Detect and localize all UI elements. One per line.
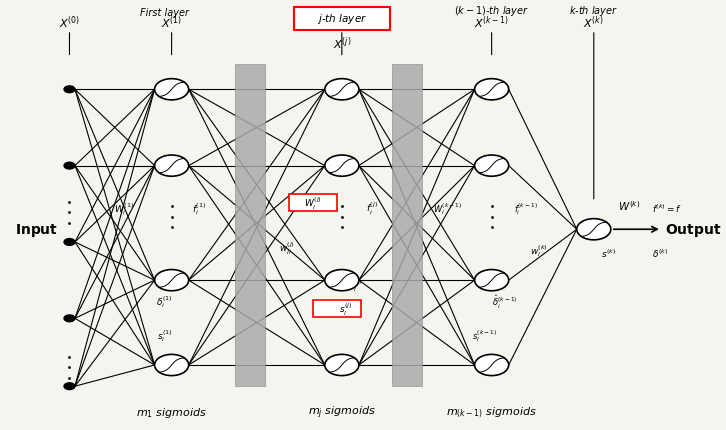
- Circle shape: [475, 156, 509, 177]
- Text: $\hat{\delta}_i^{(k-1)}$: $\hat{\delta}_i^{(k-1)}$: [492, 293, 518, 310]
- Circle shape: [155, 355, 189, 376]
- Text: $m_1$ sigmoids: $m_1$ sigmoids: [136, 405, 207, 419]
- FancyBboxPatch shape: [235, 64, 265, 386]
- Text: $s_i^{(k-1)}$: $s_i^{(k-1)}$: [472, 328, 497, 343]
- Text: $f_i^{(1)}$: $f_i^{(1)}$: [192, 201, 206, 216]
- Text: $s_i^{(1)}$: $s_i^{(1)}$: [157, 328, 173, 343]
- Circle shape: [475, 80, 509, 101]
- Text: $W_i^{(1)}$: $W_i^{(1)}$: [114, 201, 134, 216]
- Circle shape: [64, 239, 75, 246]
- FancyBboxPatch shape: [313, 301, 361, 318]
- Text: $w_{ll}^{(j)}$: $w_{ll}^{(j)}$: [280, 241, 295, 257]
- FancyBboxPatch shape: [289, 195, 337, 212]
- Text: $\delta_i^{(1)}$: $\delta_i^{(1)}$: [157, 294, 173, 310]
- Circle shape: [325, 270, 359, 291]
- Circle shape: [155, 270, 189, 291]
- Text: $W_l^{(j)}$: $W_l^{(j)}$: [303, 195, 322, 212]
- Text: $f_i^{(j)}$: $f_i^{(j)}$: [367, 200, 378, 217]
- Circle shape: [475, 270, 509, 291]
- Circle shape: [475, 355, 509, 376]
- Text: $X^{(k-1)}$: $X^{(k-1)}$: [474, 14, 510, 31]
- Circle shape: [325, 156, 359, 177]
- Text: $m_{(k-1)}$ sigmoids: $m_{(k-1)}$ sigmoids: [446, 405, 537, 419]
- Text: $f^{(k)}=f$: $f^{(k)}=f$: [652, 203, 682, 215]
- Text: $W_i^{(k-1)}$: $W_i^{(k-1)}$: [433, 201, 462, 216]
- Text: First layer: First layer: [140, 8, 189, 18]
- Circle shape: [325, 80, 359, 101]
- Circle shape: [64, 383, 75, 390]
- Text: $m_j$ sigmoids: $m_j$ sigmoids: [308, 403, 376, 420]
- Text: $X^{(k)}$: $X^{(k)}$: [584, 14, 604, 31]
- Text: $X^{(j)}$: $X^{(j)}$: [333, 35, 351, 52]
- Text: $\delta^{(k)}$: $\delta^{(k)}$: [652, 247, 668, 259]
- Text: $s^{(k)}$: $s^{(k)}$: [600, 247, 616, 259]
- Text: $(k-1)$-th layer: $(k-1)$-th layer: [454, 4, 529, 18]
- Text: $s_l^{(j)}$: $s_l^{(j)}$: [338, 301, 352, 317]
- Circle shape: [155, 156, 189, 177]
- Circle shape: [64, 87, 75, 93]
- Text: $f_i^{(k-1)}$: $f_i^{(k-1)}$: [514, 201, 538, 216]
- Circle shape: [576, 219, 611, 240]
- Circle shape: [155, 80, 189, 101]
- Text: $k$-th layer: $k$-th layer: [569, 4, 619, 18]
- Text: $\mathbf{Input}$: $\mathbf{Input}$: [15, 221, 58, 238]
- Circle shape: [64, 315, 75, 322]
- FancyBboxPatch shape: [391, 64, 422, 386]
- Text: $\delta_i^{(j)}$: $\delta_i^{(j)}$: [348, 276, 363, 293]
- Text: $X^{(0)}$: $X^{(0)}$: [59, 14, 80, 31]
- Circle shape: [325, 355, 359, 376]
- Text: $w_l^{(k)}$: $w_l^{(k)}$: [531, 243, 548, 259]
- Text: $\mathbf{Output}$: $\mathbf{Output}$: [665, 221, 722, 238]
- Text: $j$-th layer: $j$-th layer: [317, 12, 367, 26]
- FancyBboxPatch shape: [294, 8, 390, 31]
- Text: $W^{(k)}$: $W^{(k)}$: [618, 199, 640, 213]
- Circle shape: [64, 163, 75, 169]
- Text: $X^{(1)}$: $X^{(1)}$: [161, 14, 182, 31]
